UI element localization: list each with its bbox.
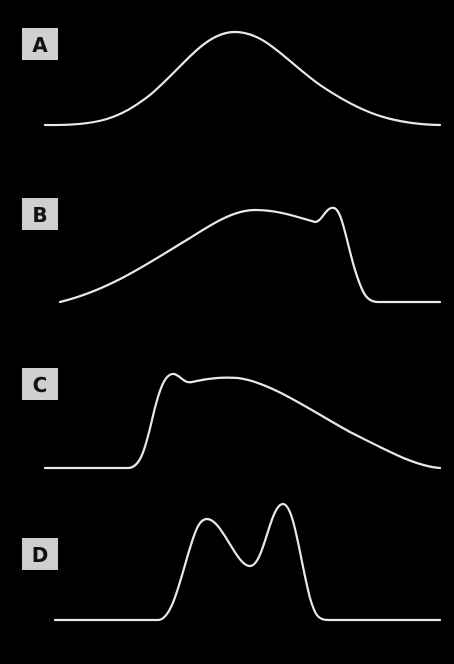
panel-label: A — [32, 33, 48, 57]
panel-label: C — [33, 373, 48, 397]
panel-label: B — [32, 203, 47, 227]
panel-label: D — [32, 543, 49, 567]
background — [0, 0, 454, 664]
figure: A B C D — [0, 0, 454, 664]
